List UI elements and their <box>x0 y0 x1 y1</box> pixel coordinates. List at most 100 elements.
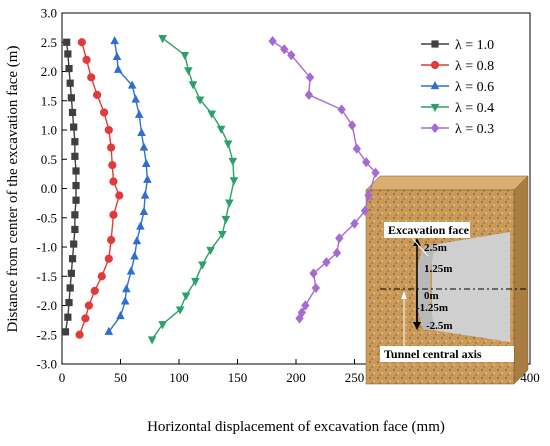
inset-label-tunnel-axis: Tunnel central axis <box>384 347 482 361</box>
x-tick-label: 200 <box>286 370 306 385</box>
x-tick-label: 150 <box>228 370 248 385</box>
data-point <box>64 313 72 321</box>
data-point <box>112 51 122 60</box>
data-point <box>223 140 233 149</box>
data-point <box>71 211 79 219</box>
y-tick-label: -3.0 <box>36 357 57 372</box>
x-tick-label: 100 <box>169 370 189 385</box>
y-tick-label: 0.5 <box>41 152 57 167</box>
data-point <box>347 120 357 131</box>
legend-label: λ = 1.0 <box>455 38 494 53</box>
data-point <box>181 292 191 301</box>
legend-item: λ = 0.4 <box>421 101 494 116</box>
data-point <box>130 251 139 260</box>
tunnel-cavity <box>432 232 510 342</box>
data-point <box>362 157 371 168</box>
inset-soil-side <box>513 175 529 385</box>
legend-marker <box>431 40 439 48</box>
data-point <box>67 94 75 102</box>
data-point <box>184 67 193 76</box>
legend-label: λ = 0.3 <box>455 122 494 137</box>
legend-label: λ = 0.6 <box>455 80 494 95</box>
y-tick-label: 3.0 <box>41 6 57 21</box>
data-point <box>147 336 157 345</box>
data-point <box>104 326 114 335</box>
legend-label: λ = 0.4 <box>455 101 494 116</box>
data-point <box>131 94 141 103</box>
data-point <box>72 196 80 204</box>
x-tick-label: 400 <box>520 370 540 385</box>
y-tick-label: -1.0 <box>36 240 57 255</box>
data-point <box>82 55 91 64</box>
data-point <box>104 254 113 263</box>
series-0 <box>61 38 80 336</box>
data-point <box>66 79 74 87</box>
data-point <box>127 80 137 89</box>
inset-label-excavation-face: Excavation face <box>388 223 470 237</box>
data-point <box>268 36 277 47</box>
inset-label-0m: 0m <box>424 290 439 302</box>
data-point <box>126 266 136 275</box>
inset-label-minus-2-5m: -2.5m <box>426 320 453 332</box>
inset-soil-top <box>365 175 529 191</box>
legend-label: λ = 0.8 <box>455 59 494 74</box>
annotation-box-face <box>384 222 470 238</box>
data-point <box>139 142 149 151</box>
data-point <box>301 300 310 311</box>
y-tick-label: 2.0 <box>41 64 57 79</box>
data-point <box>304 89 314 100</box>
legend-marker <box>430 80 440 90</box>
data-point <box>65 64 73 73</box>
inset-label-2-5m: 2.5m <box>424 242 447 254</box>
data-point <box>188 81 198 90</box>
data-point <box>97 272 106 281</box>
data-point <box>332 247 342 258</box>
y-tick-label: -0.5 <box>36 210 57 225</box>
data-point <box>70 240 78 248</box>
depth-arrow-up-head <box>413 238 421 246</box>
data-point <box>66 284 74 292</box>
data-point <box>77 38 86 47</box>
data-point <box>136 221 145 230</box>
data-point <box>225 199 234 208</box>
data-point <box>228 157 238 167</box>
data-point <box>84 301 94 310</box>
annotation-box-axis <box>380 346 514 362</box>
data-point <box>92 90 102 99</box>
data-point <box>311 282 321 294</box>
inset-label-1-25m: 1.25m <box>424 263 452 275</box>
x-tick-label: 250 <box>345 370 365 385</box>
series-layer <box>61 35 380 345</box>
inset-label-minus-1-25m: -1.25m <box>416 302 448 314</box>
data-point <box>87 73 96 82</box>
x-tick-label: 0 <box>59 370 66 385</box>
data-point <box>295 313 304 324</box>
y-tick-label: 1.0 <box>41 123 57 138</box>
data-point <box>140 190 150 199</box>
data-point <box>110 36 119 45</box>
legend-marker <box>430 103 440 113</box>
y-tick-label: -1.5 <box>36 269 57 284</box>
data-point <box>337 104 346 115</box>
data-point <box>198 261 207 270</box>
data-point <box>175 306 185 315</box>
y-axis-label: Distance from center of the excavation f… <box>5 46 21 333</box>
data-point <box>158 35 167 44</box>
legend: λ = 1.0 λ = 0.8 λ = 0.6 λ = 0.4 λ = 0.3 <box>421 38 494 137</box>
data-point <box>109 210 118 219</box>
face-callout-line <box>411 237 429 257</box>
x-tick-label: 50 <box>114 370 127 385</box>
data-point <box>280 44 289 55</box>
data-point <box>68 255 77 263</box>
data-point <box>305 72 315 83</box>
data-point <box>72 181 80 190</box>
data-point <box>63 38 71 46</box>
data-point <box>335 233 344 244</box>
legend-item: λ = 1.0 <box>421 38 494 53</box>
data-point <box>195 96 205 105</box>
legend-item: λ = 0.3 <box>421 122 494 137</box>
series-3 <box>147 35 239 345</box>
y-tick-label: 0.0 <box>41 181 57 196</box>
data-point <box>109 177 118 186</box>
series-1 <box>75 38 124 339</box>
